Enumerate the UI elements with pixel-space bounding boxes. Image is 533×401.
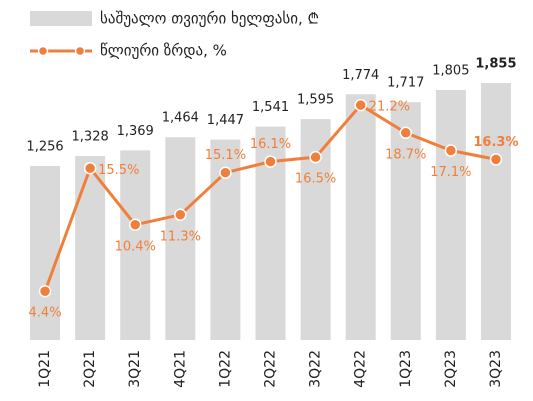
bar — [435, 90, 466, 340]
line-value-label: 4.4% — [29, 306, 62, 321]
bar-value-label: 1,447 — [207, 113, 244, 128]
x-tick-label: 2Q23 — [443, 350, 459, 388]
line-value-label: 10.4% — [115, 239, 156, 254]
line-value-label: 11.3% — [160, 229, 201, 244]
x-tick-label: 3Q23 — [488, 350, 504, 388]
bar-value-label: 1,717 — [387, 76, 424, 91]
bar-value-label: 1,774 — [342, 68, 379, 83]
line-value-label: 18.7% — [385, 147, 426, 162]
bar-value-label: 1,595 — [297, 93, 334, 108]
bar — [75, 156, 106, 340]
x-tick-label: 4Q21 — [172, 350, 188, 388]
bar-value-label: 1,541 — [252, 100, 289, 115]
line-point — [83, 162, 97, 175]
line-value-label: 17.1% — [430, 165, 471, 180]
line-point — [128, 218, 142, 232]
x-tick-label: 1Q22 — [217, 350, 233, 388]
x-tick-label: 1Q23 — [398, 350, 414, 388]
legend-label: საშუალო თვიური ხელფასი, ₾ — [100, 10, 319, 28]
x-tick-label: 4Q22 — [353, 350, 369, 388]
line-point — [219, 166, 232, 179]
x-tick-label: 2Q22 — [263, 350, 279, 388]
line-point — [264, 155, 277, 168]
bar-value-label: 1,256 — [26, 140, 63, 155]
bar — [120, 150, 151, 340]
x-tick-label: 3Q22 — [308, 350, 324, 388]
line-value-label: 21.2% — [369, 100, 410, 115]
line-value-label: 15.1% — [205, 148, 246, 163]
x-tick-label: 1Q21 — [37, 350, 53, 388]
bar-value-label: 1,464 — [162, 111, 199, 126]
bar-value-label: 1,805 — [432, 64, 469, 79]
bar-value-label: 1,369 — [117, 124, 154, 139]
bar — [345, 94, 376, 341]
legend-swatch-bar — [30, 11, 92, 26]
line-value-label: 15.5% — [98, 163, 139, 178]
legend-dot — [37, 45, 49, 57]
line-value-label: 16.1% — [250, 137, 291, 152]
bar-value-label: 1,328 — [72, 130, 109, 145]
legend-dot — [74, 45, 86, 57]
x-tick-label: 2Q21 — [82, 350, 98, 388]
line-value-label: 16.3% — [473, 135, 518, 150]
line-point — [444, 144, 458, 157]
x-tick-label: 3Q21 — [127, 350, 143, 388]
line-point — [309, 150, 322, 164]
line-point — [174, 208, 187, 222]
bar — [480, 83, 511, 341]
line-point — [399, 126, 413, 140]
line-value-label: 16.5% — [295, 172, 336, 187]
bar — [390, 102, 421, 341]
line-point — [489, 153, 503, 166]
bar — [30, 166, 61, 340]
bar-value-label: 1,855 — [475, 57, 516, 72]
line-point — [354, 98, 367, 112]
legend-label: წლიური ზრდა, % — [100, 42, 227, 60]
bar — [165, 137, 196, 340]
line-point — [38, 284, 52, 298]
